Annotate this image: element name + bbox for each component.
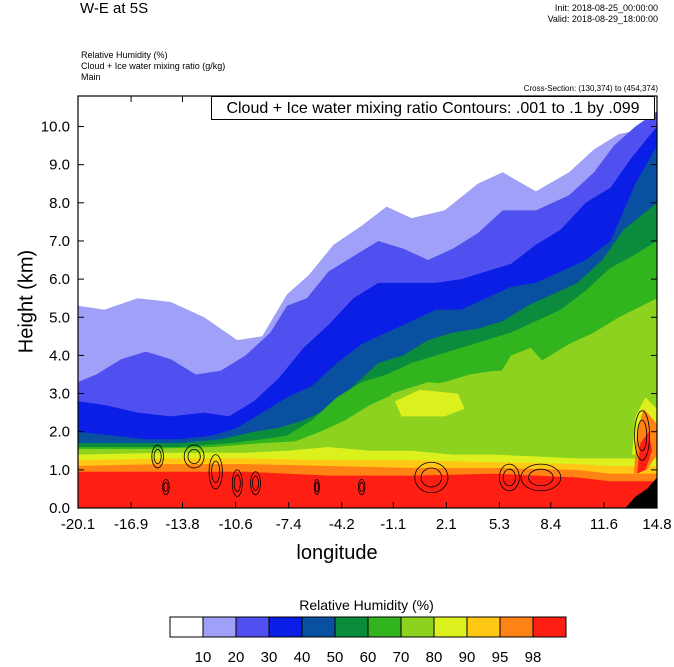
x-tick-label-1: -16.9 [114, 516, 148, 533]
cloud-contour-inner-6 [502, 468, 516, 487]
field-cloud-label: Cloud + Ice water mixing ratio (g/kg) [81, 61, 226, 71]
colorbar-swatch-6 [367, 616, 402, 638]
colorbar-swatch-2 [235, 616, 270, 638]
y-tick-label-1: 1.0 [49, 462, 70, 479]
cloud-contour-inner-0 [153, 449, 162, 464]
contour-info-box: Cloud + Ice water mixing ratio Contours:… [211, 96, 655, 120]
colorbar-swatch-3 [268, 616, 303, 638]
cloud-contour-inner-3 [233, 474, 241, 492]
x-tick-label-7: 2.1 [436, 516, 457, 533]
x-tick-label-2: -13.8 [165, 516, 199, 533]
colorbar-title: Relative Humidity (%) [299, 597, 434, 613]
rh-patch-3 [499, 347, 545, 394]
rh-patch-2 [444, 424, 553, 447]
colorbar-label-8: 90 [459, 649, 476, 666]
y-tick-label-5: 5.0 [49, 309, 70, 326]
init-time: Init: 2018-08-25_00:00:00 [554, 3, 658, 13]
cross-section-label: Cross-Section: (130,374) to (454,374) [523, 84, 658, 93]
plot-area [78, 96, 657, 508]
colorbar-label-9: 95 [492, 649, 509, 666]
x-tick-label-10: 11.6 [590, 516, 618, 533]
cloud-contour-inner-7 [528, 468, 554, 487]
colorbar-label-5: 60 [360, 649, 377, 666]
plot-title: W-E at 5S [80, 0, 149, 17]
x-tick-label-11: 14.8 [642, 516, 671, 533]
y-tick-label-3: 3.0 [49, 386, 70, 403]
colorbar-label-4: 50 [327, 649, 344, 666]
cloud-contour-inner-4 [252, 475, 260, 491]
rh-patch-4 [580, 344, 608, 413]
colorbar-swatch-0 [169, 616, 204, 638]
x-tick-label-5: -4.2 [329, 516, 355, 533]
cloud-contour-7 [520, 463, 562, 492]
y-tick-label-0: 0.0 [49, 500, 70, 517]
y-tick-label-9: 9.0 [49, 157, 70, 174]
colorbar-label-10: 98 [525, 649, 542, 666]
colorbar-swatch-7 [400, 616, 435, 638]
colorbar-swatch-4 [301, 616, 336, 638]
colorbar-swatch-8 [433, 616, 468, 638]
cloud-contour-inner-5 [420, 467, 443, 488]
y-axis-label: Height (km) [15, 249, 38, 354]
x-tick-label-0: -20.1 [61, 516, 95, 533]
terrain [625, 477, 657, 508]
cloud-contour-inner-8 [637, 419, 648, 452]
rh-band-12 [78, 479, 657, 508]
colorbar-label-2: 30 [261, 649, 278, 666]
cloud-contour-inner-2 [211, 460, 221, 483]
colorbar-label-3: 40 [294, 649, 311, 666]
colorbar-label-0: 10 [195, 649, 212, 666]
y-tick-label-2: 2.0 [49, 424, 70, 441]
x-tick-label-9: 8.4 [540, 516, 561, 533]
y-tick-label-10: 10.0 [41, 119, 70, 136]
rh-patch-1 [394, 389, 465, 417]
cloud-contour-4 [250, 471, 261, 496]
colorbar-label-6: 70 [393, 649, 410, 666]
x-tick-label-3: -10.6 [219, 516, 253, 533]
y-tick-label-8: 8.0 [49, 195, 70, 212]
x-axis-label: longitude [296, 542, 378, 564]
colorbar-label-1: 20 [228, 649, 245, 666]
cloud-contour-1 [183, 444, 205, 469]
field-main-label: Main [81, 72, 101, 82]
x-tick-label-8: 5.3 [489, 516, 510, 533]
cloud-contour-6 [498, 463, 520, 492]
cloud-contour-3 [231, 469, 243, 497]
cloud-contour-9 [162, 478, 170, 496]
cloud-contour-inner-10 [359, 481, 365, 493]
cloud-contour-10 [357, 478, 366, 496]
cloud-contour-8 [634, 410, 650, 461]
cloud-contour-5 [414, 461, 449, 494]
x-tick-label-6: -1.1 [380, 516, 406, 533]
colorbar-swatch-9 [466, 616, 501, 638]
cloud-contour-inner-11 [314, 481, 319, 493]
rh-patch-7 [637, 431, 652, 474]
field-rh-label: Relative Humidity (%) [81, 50, 168, 60]
colorbar-swatch-10 [499, 616, 534, 638]
y-tick-label-4: 4.0 [49, 347, 70, 364]
cloud-contour-inner-9 [163, 481, 169, 493]
colorbar-swatch-11 [532, 616, 567, 638]
cloud-contour-inner-1 [187, 449, 201, 464]
cloud-contour-2 [208, 454, 223, 490]
colorbar-label-7: 80 [426, 649, 443, 666]
y-tick-label-6: 6.0 [49, 271, 70, 288]
cloud-contour-11 [314, 478, 320, 496]
valid-time: Valid: 2018-08-29_18:00:00 [547, 14, 658, 24]
cloud-contour-0 [151, 444, 164, 469]
x-tick-label-4: -7.4 [276, 516, 302, 533]
colorbar-swatch-1 [202, 616, 237, 638]
y-tick-label-7: 7.0 [49, 233, 70, 250]
colorbar-swatch-5 [334, 616, 369, 638]
